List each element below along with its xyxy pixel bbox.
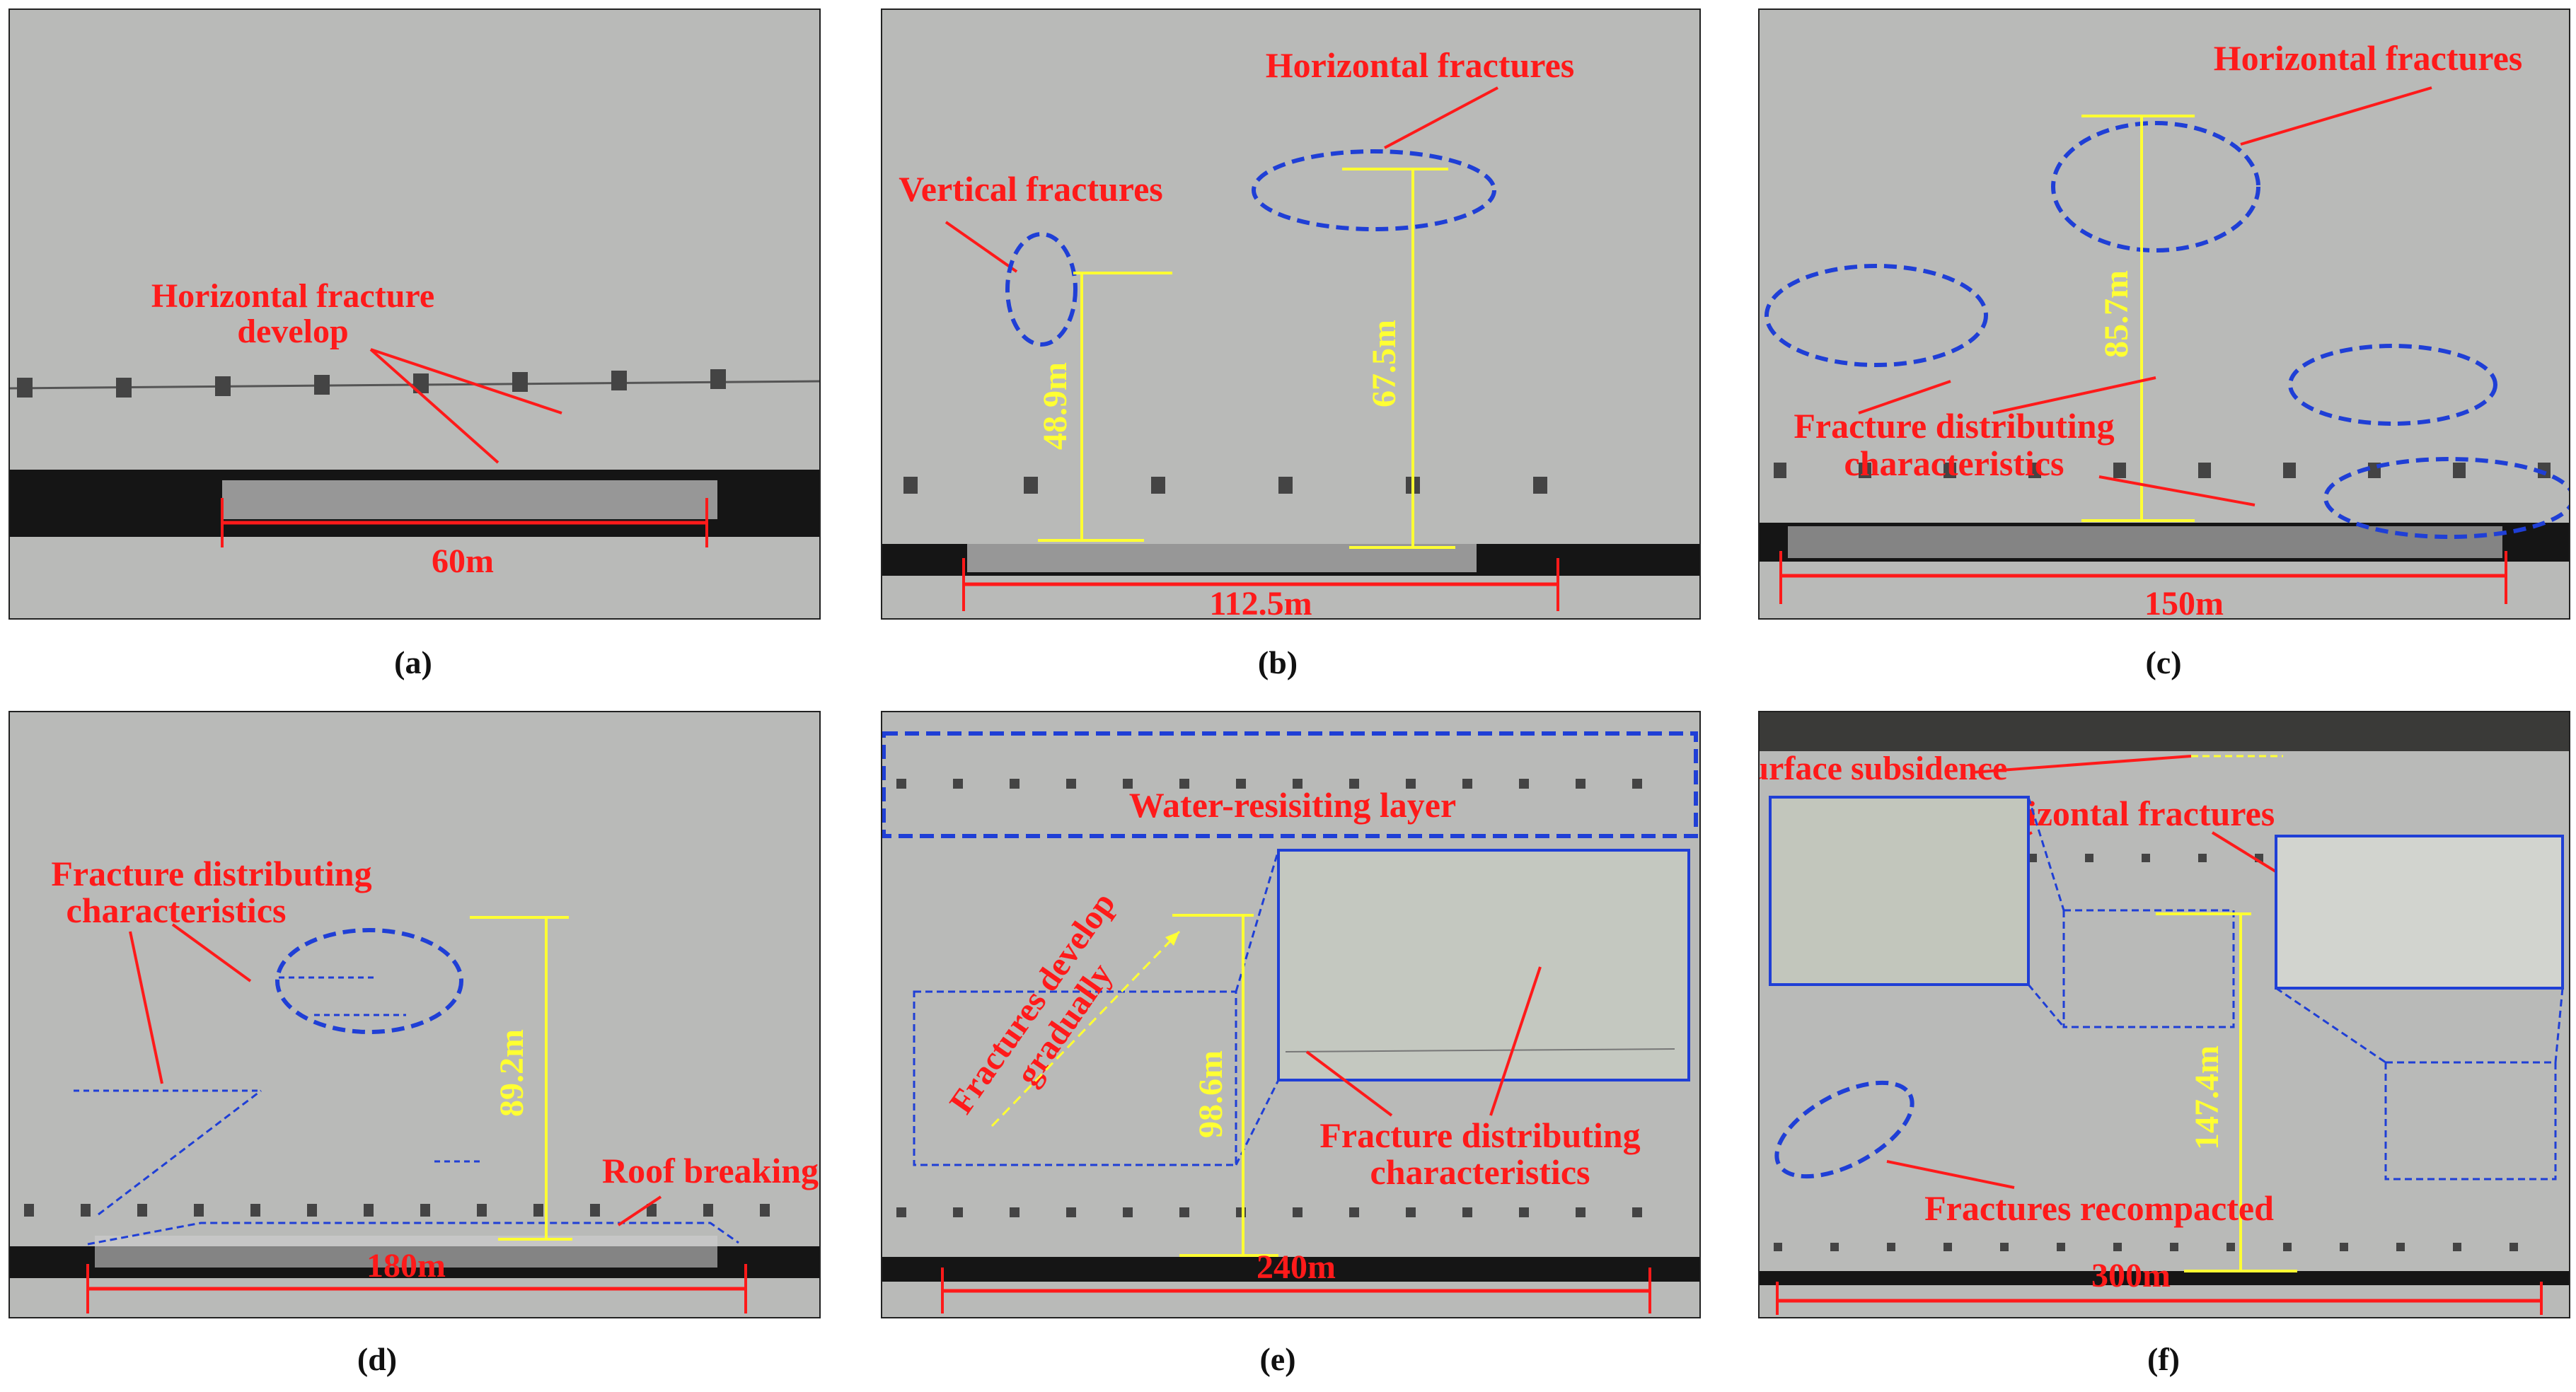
arrow-line xyxy=(2098,475,2256,506)
vertical-fractures-label: Vertical fractures xyxy=(899,169,1162,209)
coal-seam xyxy=(1760,1271,2569,1285)
caption-b: (b) xyxy=(1257,644,1298,680)
distribution-label-1: Fracture distributing xyxy=(1319,1115,1640,1155)
caved-zone xyxy=(222,480,717,519)
arrow-line xyxy=(945,221,1018,273)
arrow-line xyxy=(2240,86,2432,146)
height-label: 85.7m xyxy=(2098,270,2135,358)
panel-a: Horizontal fracture develop 60m xyxy=(8,8,821,620)
arrow-head xyxy=(1165,932,1179,946)
panel-f-drawing: Surface subsidence Horizontal fractures … xyxy=(1760,712,2569,1315)
distribution-label-1: Fracture distributing xyxy=(1794,406,2114,446)
zoom-connector xyxy=(2275,987,2386,1064)
marker-blocks xyxy=(903,477,1547,494)
width-label: 150m xyxy=(2144,585,2224,618)
fracture-ellipse xyxy=(275,928,463,1034)
horizontal-fractures-label: Horizontal fractures xyxy=(2214,38,2522,78)
panel-d: Fracture distributing characteristics 89… xyxy=(8,711,821,1318)
fracture-ellipse xyxy=(2051,121,2260,253)
coal-seam xyxy=(882,1257,1699,1282)
water-layer-label: Water-resisiting layer xyxy=(1129,785,1456,825)
zoom-region xyxy=(2384,1061,2557,1181)
arrow-line xyxy=(1992,376,2156,414)
arrow-line xyxy=(1489,966,1542,1116)
panel-e: Water-resisiting layer Fractures develop… xyxy=(881,711,1701,1318)
gradual-arrow xyxy=(990,930,1181,1127)
width-label: 60m xyxy=(432,543,494,580)
arrow-line xyxy=(171,923,252,982)
horizontal-fractures-label: Horizontal fractures xyxy=(1266,45,1574,85)
zoom-region xyxy=(913,990,1237,1166)
panel-c-drawing: Horizontal fractures 85.7m Fracture dist… xyxy=(1760,38,2569,618)
caving-boundary xyxy=(98,1089,262,1216)
recompacted-label: Fractures recompacted xyxy=(1924,1188,2274,1228)
fracture-develop-label-2: develop xyxy=(237,313,348,350)
height-label: 98.6m xyxy=(1192,1050,1230,1138)
caption-c: (c) xyxy=(2145,644,2182,680)
arrow-line xyxy=(1384,86,1498,149)
width-label: 180m xyxy=(366,1247,446,1284)
marker-blocks xyxy=(896,779,1642,1217)
panel-a-drawing: Horizontal fracture develop 60m xyxy=(10,277,819,580)
zoom-inset xyxy=(1277,849,1690,1081)
inset-fracture xyxy=(1285,1048,1675,1052)
caved-zone xyxy=(1788,526,2502,558)
panel-b: Horizontal fractures Vertical fractures … xyxy=(881,8,1701,620)
vertical-fracture-ellipse xyxy=(1005,232,1078,347)
panel-e-drawing: Water-resisiting layer Fractures develop… xyxy=(882,731,1699,1313)
zoom-inset xyxy=(1769,796,2030,986)
height-label-1: 48.9m xyxy=(1036,362,1074,450)
panel-b-drawing: Horizontal fractures Vertical fractures … xyxy=(882,45,1699,618)
zoom-inset xyxy=(2275,835,2564,990)
zoom-region xyxy=(2062,909,2235,1028)
fracture-ellipse xyxy=(1764,264,1988,367)
width-label: 240m xyxy=(1257,1248,1336,1286)
arrow-line xyxy=(1971,755,2192,774)
panel-f: Surface subsidence Horizontal fractures … xyxy=(1758,711,2570,1318)
arrow-line xyxy=(1858,380,1951,414)
height-label: 89.2m xyxy=(493,1029,531,1117)
ground-surface xyxy=(1760,712,2569,751)
water-layer-box xyxy=(882,731,1698,838)
distribution-label-2: characteristics xyxy=(67,891,287,930)
marker-blocks xyxy=(17,369,726,398)
zoom-connector xyxy=(2554,987,2564,1063)
width-label: 112.5m xyxy=(1209,585,1312,618)
width-label: 300m xyxy=(2091,1257,2171,1294)
fracture-ellipse xyxy=(2288,344,2497,426)
caved-zone xyxy=(95,1236,717,1268)
panel-c: Horizontal fractures 85.7m Fracture dist… xyxy=(1758,8,2570,620)
arrow-line xyxy=(1305,1050,1393,1117)
panel-d-drawing: Fracture distributing characteristics 89… xyxy=(10,854,819,1313)
zoom-connector xyxy=(2027,796,2065,911)
distribution-label-2: characteristics xyxy=(1370,1152,1590,1192)
fracture-develop-label-1: Horizontal fracture xyxy=(151,277,434,315)
zoom-connector xyxy=(2027,984,2065,1028)
subsidence-label: Surface subsidence xyxy=(1760,750,2007,787)
caption-a: (a) xyxy=(394,644,432,680)
height-label-2: 67.5m xyxy=(1365,320,1403,407)
horizontal-fracture-ellipse xyxy=(1252,149,1496,231)
arrow-line xyxy=(617,1195,662,1226)
caption-e: (e) xyxy=(1259,1341,1296,1377)
arrow-line xyxy=(129,931,163,1084)
arrow-line xyxy=(370,348,562,414)
marker-blocks xyxy=(24,1204,770,1217)
distribution-label-1: Fracture distributing xyxy=(51,854,371,893)
arrow-line xyxy=(1886,1160,2015,1189)
roof-breaking-label: Roof breaking xyxy=(602,1151,819,1190)
caving-boundary xyxy=(87,1222,739,1246)
arrow-line xyxy=(369,348,499,464)
distribution-label-2: characteristics xyxy=(1844,443,2064,483)
caption-d: (d) xyxy=(357,1341,398,1377)
height-label: 147.4m xyxy=(2188,1045,2226,1150)
caption-f: (f) xyxy=(2147,1341,2180,1377)
fracture-ellipse xyxy=(1774,1080,1914,1179)
